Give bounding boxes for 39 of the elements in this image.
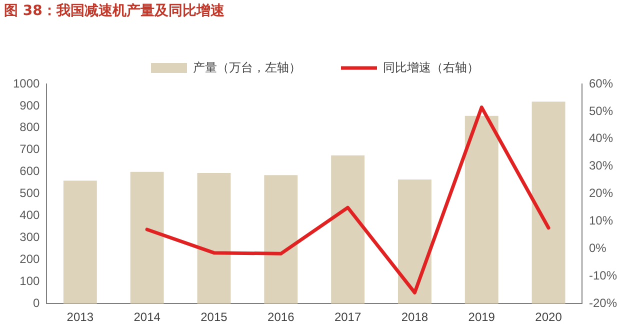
y2-tick-label: 40% <box>588 131 614 146</box>
y-tick-label: 900 <box>20 98 40 112</box>
y2-tick-label: 20% <box>588 186 614 200</box>
x-tick-label: 2015 <box>200 310 228 324</box>
y2-tick-label: 60% <box>588 76 614 90</box>
y2-tick-label: -10% <box>588 268 618 282</box>
x-tick-label: 2014 <box>134 310 161 324</box>
bar <box>264 175 298 304</box>
x-tick-label: 2016 <box>268 310 295 324</box>
legend-label: 产量（万台，左轴） <box>193 60 301 74</box>
y2-tick-label: 30% <box>588 158 614 173</box>
bar <box>532 102 566 304</box>
x-tick-label: 2013 <box>66 310 94 324</box>
x-tick-label: 2019 <box>468 310 496 324</box>
y-tick-label: 100 <box>20 274 40 288</box>
bar <box>130 172 164 304</box>
x-tick-label: 2018 <box>401 310 428 324</box>
legend-label: 同比增速（右轴） <box>383 60 479 74</box>
y2-tick-label: 10% <box>588 214 614 228</box>
y-tick-label: 200 <box>20 252 40 266</box>
y-tick-label: 700 <box>20 142 40 156</box>
y2-tick-label: -20% <box>588 296 618 310</box>
y-tick-label: 0 <box>33 296 40 310</box>
y2-tick-label: 0% <box>588 241 607 256</box>
y-tick-label: 400 <box>20 208 40 222</box>
bar <box>197 172 231 304</box>
x-tick-label: 2020 <box>535 310 562 324</box>
y-tick-label: 600 <box>20 164 40 178</box>
chart-title: 图 38：我国减速机产量及同比增速 <box>4 2 224 20</box>
y-tick-label: 1000 <box>12 76 40 90</box>
y-tick-label: 500 <box>20 186 40 200</box>
y-tick-label: 300 <box>20 230 40 244</box>
bar <box>398 180 432 304</box>
y-tick-label: 800 <box>20 120 40 134</box>
bar <box>331 155 365 304</box>
bar <box>63 180 97 304</box>
bar <box>464 116 498 304</box>
y2-tick-label: 50% <box>588 104 614 118</box>
x-tick-label: 2017 <box>334 310 362 324</box>
